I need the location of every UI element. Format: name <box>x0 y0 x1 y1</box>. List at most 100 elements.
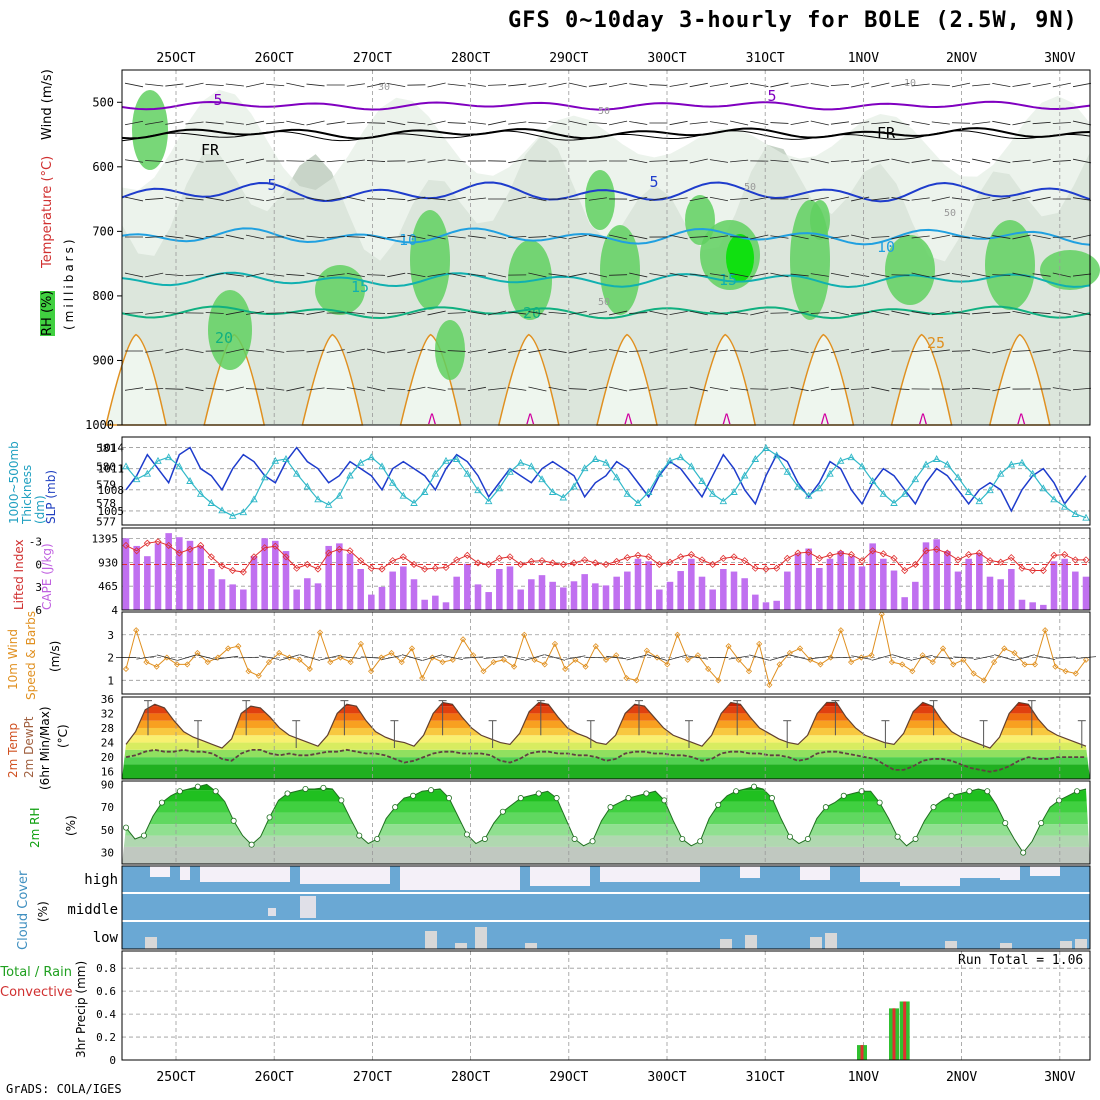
contour-label: 5 <box>213 91 222 109</box>
wind-barb <box>992 348 1011 354</box>
wind-barb <box>427 349 446 353</box>
thickness-point <box>196 489 205 497</box>
thickness-point <box>964 488 973 495</box>
boundary-layer-plume <box>694 333 757 426</box>
cape-bar <box>784 571 791 610</box>
cape-bar <box>485 592 492 610</box>
temp2m-ytick: 32 <box>101 707 114 720</box>
wind-barb <box>770 272 789 278</box>
thickness-point <box>676 453 685 461</box>
wind-barb <box>245 158 265 164</box>
wind-barb <box>629 387 648 391</box>
temp-band <box>122 757 1090 765</box>
wind-barb <box>972 387 991 391</box>
date-label-top: 30OCT <box>647 51 686 66</box>
rh-band <box>122 835 1090 847</box>
cape-bar <box>314 583 322 610</box>
wind-barb <box>387 312 406 314</box>
wind10-point <box>602 656 610 663</box>
wind-barb <box>205 272 224 278</box>
wind-barb <box>185 274 204 276</box>
wind10-point <box>633 677 640 684</box>
rh-blob <box>1040 250 1100 290</box>
li-point <box>709 560 717 569</box>
wind-barb <box>891 158 910 164</box>
cape-marker: Λ <box>919 412 928 428</box>
thickness-point <box>1060 502 1069 510</box>
wind-barb <box>911 311 930 315</box>
wind-barb <box>790 386 809 392</box>
wind-barb <box>770 387 789 391</box>
wind-barb <box>1012 350 1031 352</box>
wind-barb <box>427 197 446 201</box>
cloud-high-clear <box>960 866 1000 878</box>
wind10-barb <box>749 654 770 661</box>
wind-barb <box>931 349 950 353</box>
rh-band <box>122 824 1090 836</box>
wind-barb <box>225 121 244 125</box>
wind-barb <box>165 312 184 314</box>
contour-label: 50 <box>744 182 756 193</box>
thickness-point <box>740 471 749 479</box>
li-point <box>751 564 759 572</box>
wind-barb <box>972 235 991 239</box>
wind-barb <box>851 159 870 163</box>
wind-barb <box>609 120 628 126</box>
wind-barb <box>730 387 749 391</box>
wind-barb <box>1012 83 1031 87</box>
contour-label: 15 <box>351 278 369 296</box>
rh-point <box>158 799 165 806</box>
precip-ytick: 0.8 <box>96 962 116 975</box>
li-point <box>303 560 311 569</box>
cape-bar <box>368 594 375 610</box>
cape-bar <box>506 566 514 610</box>
cape-bar <box>634 558 642 610</box>
wind-barb <box>891 310 910 316</box>
boundary-layer-plume <box>105 333 167 426</box>
rh-point <box>822 804 829 811</box>
cape-bar <box>581 574 588 610</box>
wind-barb <box>992 386 1011 392</box>
wind-barb <box>588 83 607 87</box>
wind-barb <box>124 82 144 88</box>
li-point <box>858 557 866 565</box>
cape-marker: Λ <box>428 412 437 428</box>
thickness-point <box>847 453 856 461</box>
cape-bar <box>986 576 994 610</box>
cloud-mid-bar <box>300 896 316 918</box>
wind10-point <box>715 677 722 684</box>
wind-barb <box>1072 350 1092 352</box>
wind-barb <box>266 83 285 87</box>
wind10-barb <box>871 654 892 661</box>
wind-barb <box>326 159 345 163</box>
wind-barb <box>649 310 668 316</box>
wind-barb <box>447 350 466 352</box>
wind10-ytick: 2 <box>107 652 114 665</box>
wind-barb <box>790 311 809 315</box>
cloud-low-bar <box>475 927 487 949</box>
wind10-point <box>122 665 130 673</box>
upper-ytick-label: 700 <box>92 224 114 238</box>
wind-barb <box>649 387 668 391</box>
temp-contour <box>121 130 1091 142</box>
wind-barb <box>709 235 728 239</box>
wind10-point <box>684 656 691 663</box>
wind-barb <box>709 83 729 87</box>
wind-barb <box>326 235 345 239</box>
wind-barb <box>1072 82 1092 88</box>
wind10-point <box>1042 627 1049 634</box>
cloud-low-bar <box>425 931 437 949</box>
cloud-level-label: middle <box>67 902 118 918</box>
thickness-point <box>314 495 322 503</box>
wind-barb <box>951 388 970 390</box>
temp-band <box>122 742 1090 750</box>
li-point <box>282 553 290 561</box>
cape-marker: Λ <box>821 412 830 428</box>
wind-barb <box>326 273 345 277</box>
wind-barb <box>609 82 628 88</box>
wind-barb <box>1032 311 1051 315</box>
date-label-bottom: 31OCT <box>746 1070 785 1085</box>
wind10-point <box>368 668 375 675</box>
boundary-layer-plume <box>890 333 953 426</box>
wind-barb <box>407 386 426 392</box>
